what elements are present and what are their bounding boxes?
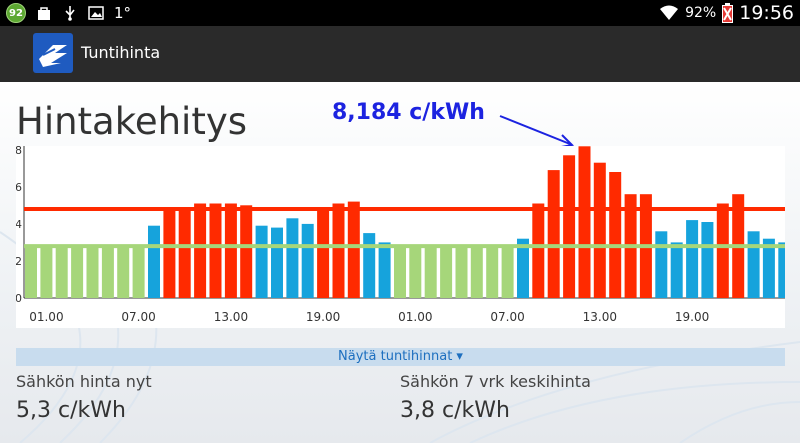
price-bar — [378, 242, 391, 298]
x-tick-label: 19.00 — [306, 310, 340, 324]
app-logo-icon[interactable] — [33, 33, 73, 73]
x-tick-label: 07.00 — [490, 310, 524, 324]
price-bar — [778, 242, 791, 298]
price-bar — [271, 227, 283, 298]
price-bar — [517, 238, 529, 298]
price-bar — [716, 203, 729, 298]
page-title: Hintakehitys — [16, 100, 248, 143]
price-bar — [747, 231, 760, 298]
price-bar — [86, 248, 99, 298]
current-price-caption: Sähkön hinta nyt — [16, 372, 152, 391]
status-bar: 92 1° 92% 19:56 — [0, 0, 800, 26]
x-tick-label: 13.00 — [214, 310, 248, 324]
main-content: Hintakehitys 8,184 c/kWh 0 2 4 6 8 01.00 07.00… — [0, 82, 800, 443]
price-bar — [40, 248, 53, 298]
y-tick-label: 0 — [16, 292, 22, 305]
y-tick-label: 8 — [16, 146, 22, 157]
average-price-value: 3,8 c/kWh — [400, 398, 510, 423]
average-price-caption: Sähkön 7 vrk keskihinta — [400, 372, 591, 391]
price-bar — [117, 248, 130, 298]
usb-icon — [65, 6, 75, 21]
price-bar — [163, 209, 176, 298]
peak-price-annotation: 8,184 c/kWh — [332, 100, 485, 125]
price-bar — [363, 233, 376, 298]
clock: 19:56 — [739, 2, 794, 24]
price-bar — [148, 225, 160, 298]
price-bar — [347, 201, 360, 298]
price-bar — [209, 203, 222, 298]
notification-badge-icon: 92 — [6, 3, 26, 23]
price-bar — [286, 218, 299, 298]
battery-percent: 92% — [685, 5, 717, 21]
price-bar — [440, 248, 453, 298]
price-bar — [255, 225, 268, 298]
price-bar — [655, 231, 668, 298]
shopping-bag-icon — [38, 7, 50, 20]
price-bar — [409, 248, 422, 298]
price-bar — [301, 223, 314, 298]
price-bar — [101, 248, 114, 298]
price-bar — [240, 205, 253, 298]
price-bar — [132, 248, 145, 298]
price-bar — [178, 209, 191, 298]
show-hourly-prices-button[interactable]: Näytä tuntihinnat ▾ — [16, 348, 785, 366]
price-bar — [486, 248, 499, 298]
price-bar — [563, 155, 576, 298]
battery-icon — [722, 3, 734, 23]
temperature-text: 1° — [114, 4, 132, 22]
x-tick-label: 19.00 — [675, 310, 709, 324]
price-chart[interactable]: 0 2 4 6 8 01.00 07.00 13.00 19.00 01.00 07.00 13.00… — [15, 144, 791, 328]
price-bar — [71, 248, 84, 298]
x-tick-label: 01.00 — [398, 310, 432, 324]
price-bar — [55, 248, 68, 298]
price-bar — [317, 209, 330, 298]
price-bar — [25, 248, 37, 298]
price-bar — [686, 220, 699, 298]
x-tick-label: 07.00 — [121, 310, 155, 324]
x-tick-label: 01.00 — [29, 310, 63, 324]
price-bar — [501, 248, 514, 298]
price-bar — [224, 203, 237, 298]
image-icon — [88, 6, 104, 20]
price-bar — [470, 248, 483, 298]
price-bar — [194, 203, 207, 298]
price-bar — [609, 172, 622, 298]
price-bar — [547, 170, 560, 298]
price-bar — [670, 242, 683, 298]
y-tick-label: 4 — [16, 218, 22, 231]
price-chart-svg: 0 2 4 6 8 01.00 07.00 13.00 19.00 01.00 07.00 13.00… — [15, 144, 791, 324]
price-bar — [762, 238, 775, 298]
app-title: Tuntihinta — [81, 43, 161, 62]
price-bar — [332, 203, 345, 298]
x-tick-label: 13.00 — [583, 310, 617, 324]
price-bar — [578, 146, 591, 298]
price-bar — [455, 248, 468, 298]
y-tick-label: 6 — [16, 181, 22, 194]
action-bar: Tuntihinta — [0, 26, 800, 82]
wifi-icon — [660, 5, 679, 20]
price-bar — [593, 162, 606, 298]
price-bar — [701, 222, 714, 298]
price-bar — [424, 248, 437, 298]
price-bar — [394, 248, 406, 298]
price-bar — [532, 203, 545, 298]
y-tick-label: 2 — [16, 255, 22, 268]
current-price-value: 5,3 c/kWh — [16, 398, 126, 423]
